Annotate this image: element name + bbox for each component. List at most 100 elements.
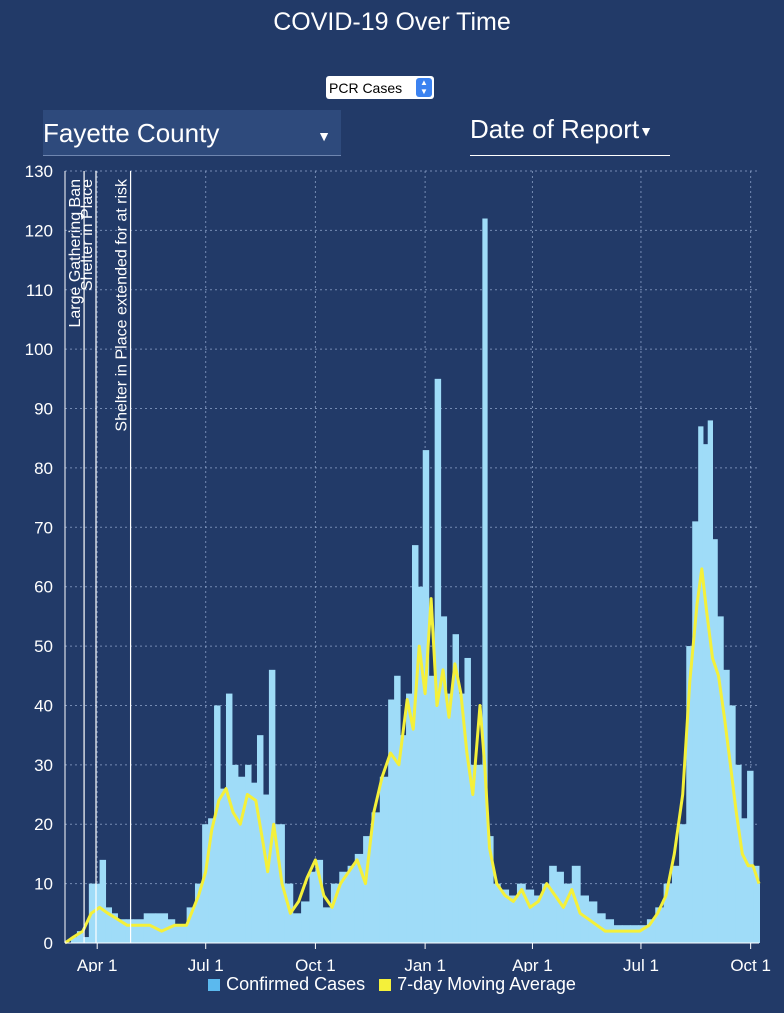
case-bar (482, 218, 488, 943)
case-bar (202, 824, 209, 943)
x-tick-label: Oct 1 (295, 956, 336, 972)
metric-select[interactable]: PCR Cases ▲ ▼ (326, 76, 434, 99)
case-bar (274, 824, 285, 943)
case-bar (630, 925, 640, 943)
chart-legend: Confirmed Cases 7-day Moving Average (0, 974, 784, 995)
case-bar (638, 925, 648, 943)
case-bar (476, 764, 483, 943)
case-bar (143, 913, 157, 943)
case-bar (440, 616, 448, 943)
case-bar (646, 919, 656, 943)
legend-label-confirmed-cases: Confirmed Cases (226, 974, 366, 994)
moving-average-line (64, 567, 761, 945)
date-select[interactable]: Date of Report▼ (470, 114, 670, 156)
y-tick-label: 20 (34, 815, 53, 834)
case-bar (194, 883, 203, 943)
case-bar (417, 586, 424, 943)
case-bar (729, 705, 736, 943)
case-bar (256, 735, 264, 943)
case-bar (563, 883, 573, 943)
case-bar (712, 539, 718, 943)
county-select-value: Fayette County (43, 118, 220, 148)
case-bar (99, 859, 107, 943)
case-bar (747, 770, 754, 943)
date-select-value: Date of Report (470, 114, 640, 144)
case-bar (347, 865, 356, 943)
case-bar (655, 907, 665, 943)
case-bar (186, 907, 196, 943)
case-bar (753, 865, 760, 943)
y-tick-label: 100 (25, 340, 53, 359)
case-bar (94, 883, 101, 943)
case-bar (174, 925, 188, 943)
y-tick-label: 40 (34, 696, 53, 715)
case-bar (533, 895, 543, 943)
case-bar (220, 788, 227, 943)
x-tick-label: Oct 1 (730, 956, 771, 972)
legend-swatch-confirmed-cases (208, 978, 221, 991)
case-bar (132, 919, 145, 943)
case-bar (268, 669, 276, 943)
x-tick-label: Apr 1 (77, 956, 118, 972)
legend-swatch-moving-average (379, 978, 392, 991)
case-bar (717, 616, 724, 943)
x-tick-label: Jul 1 (623, 956, 659, 972)
case-bar (251, 782, 258, 943)
case-bar (446, 693, 454, 943)
case-bar (707, 420, 713, 943)
y-tick-label: 130 (25, 162, 53, 181)
case-bar (379, 776, 389, 943)
case-bar (500, 889, 510, 943)
y-tick-label: 10 (34, 875, 53, 894)
case-bar (155, 913, 169, 943)
y-tick-label: 0 (44, 934, 53, 953)
case-bar (214, 705, 221, 943)
case-bar (470, 764, 477, 943)
case-bar (422, 450, 430, 943)
case-bar (394, 675, 401, 943)
case-bar (167, 919, 176, 943)
case-bar (434, 378, 442, 943)
case-bar (458, 693, 465, 943)
case-bar (525, 889, 535, 943)
case-bar (225, 693, 233, 943)
annotation-label: Large Gathering Ban (67, 179, 84, 328)
case-bar (301, 901, 310, 943)
chart-title: COVID-19 Over Time (273, 8, 511, 36)
case-bar (686, 646, 693, 943)
y-tick-label: 60 (34, 578, 53, 597)
legend-item-confirmed-cases[interactable]: Confirmed Cases (208, 974, 365, 995)
case-bar (231, 764, 239, 943)
case-bar (508, 895, 518, 943)
case-bar (549, 865, 557, 943)
stepper-icon[interactable]: ▲ ▼ (416, 78, 432, 97)
case-bar (580, 895, 589, 943)
case-bar (452, 634, 460, 943)
county-select[interactable]: Fayette County ▼ (43, 110, 341, 156)
case-bar (621, 925, 631, 943)
case-bar (117, 919, 127, 943)
legend-label-moving-average: 7-day Moving Average (397, 974, 576, 994)
case-bar (70, 937, 78, 943)
case-bar (428, 675, 436, 943)
case-bar (759, 883, 760, 943)
case-bar (354, 853, 364, 943)
case-bar (363, 836, 372, 943)
case-bar (400, 735, 407, 943)
case-bar (723, 669, 730, 943)
caret-down-icon: ▼ (317, 128, 331, 144)
case-bar (692, 521, 699, 943)
case-bar (339, 871, 349, 943)
case-bar (371, 812, 381, 943)
y-tick-label: 50 (34, 637, 53, 656)
case-bar (493, 883, 501, 943)
case-bar (309, 871, 316, 943)
case-bar (111, 913, 118, 943)
x-tick-label: Jan 1 (404, 956, 446, 972)
legend-item-moving-average[interactable]: 7-day Moving Average (379, 974, 576, 995)
case-bar (284, 883, 294, 943)
case-bar (741, 818, 748, 943)
case-bar (292, 913, 302, 943)
caret-down-icon: ▼ (639, 123, 653, 139)
case-bar (541, 883, 550, 943)
